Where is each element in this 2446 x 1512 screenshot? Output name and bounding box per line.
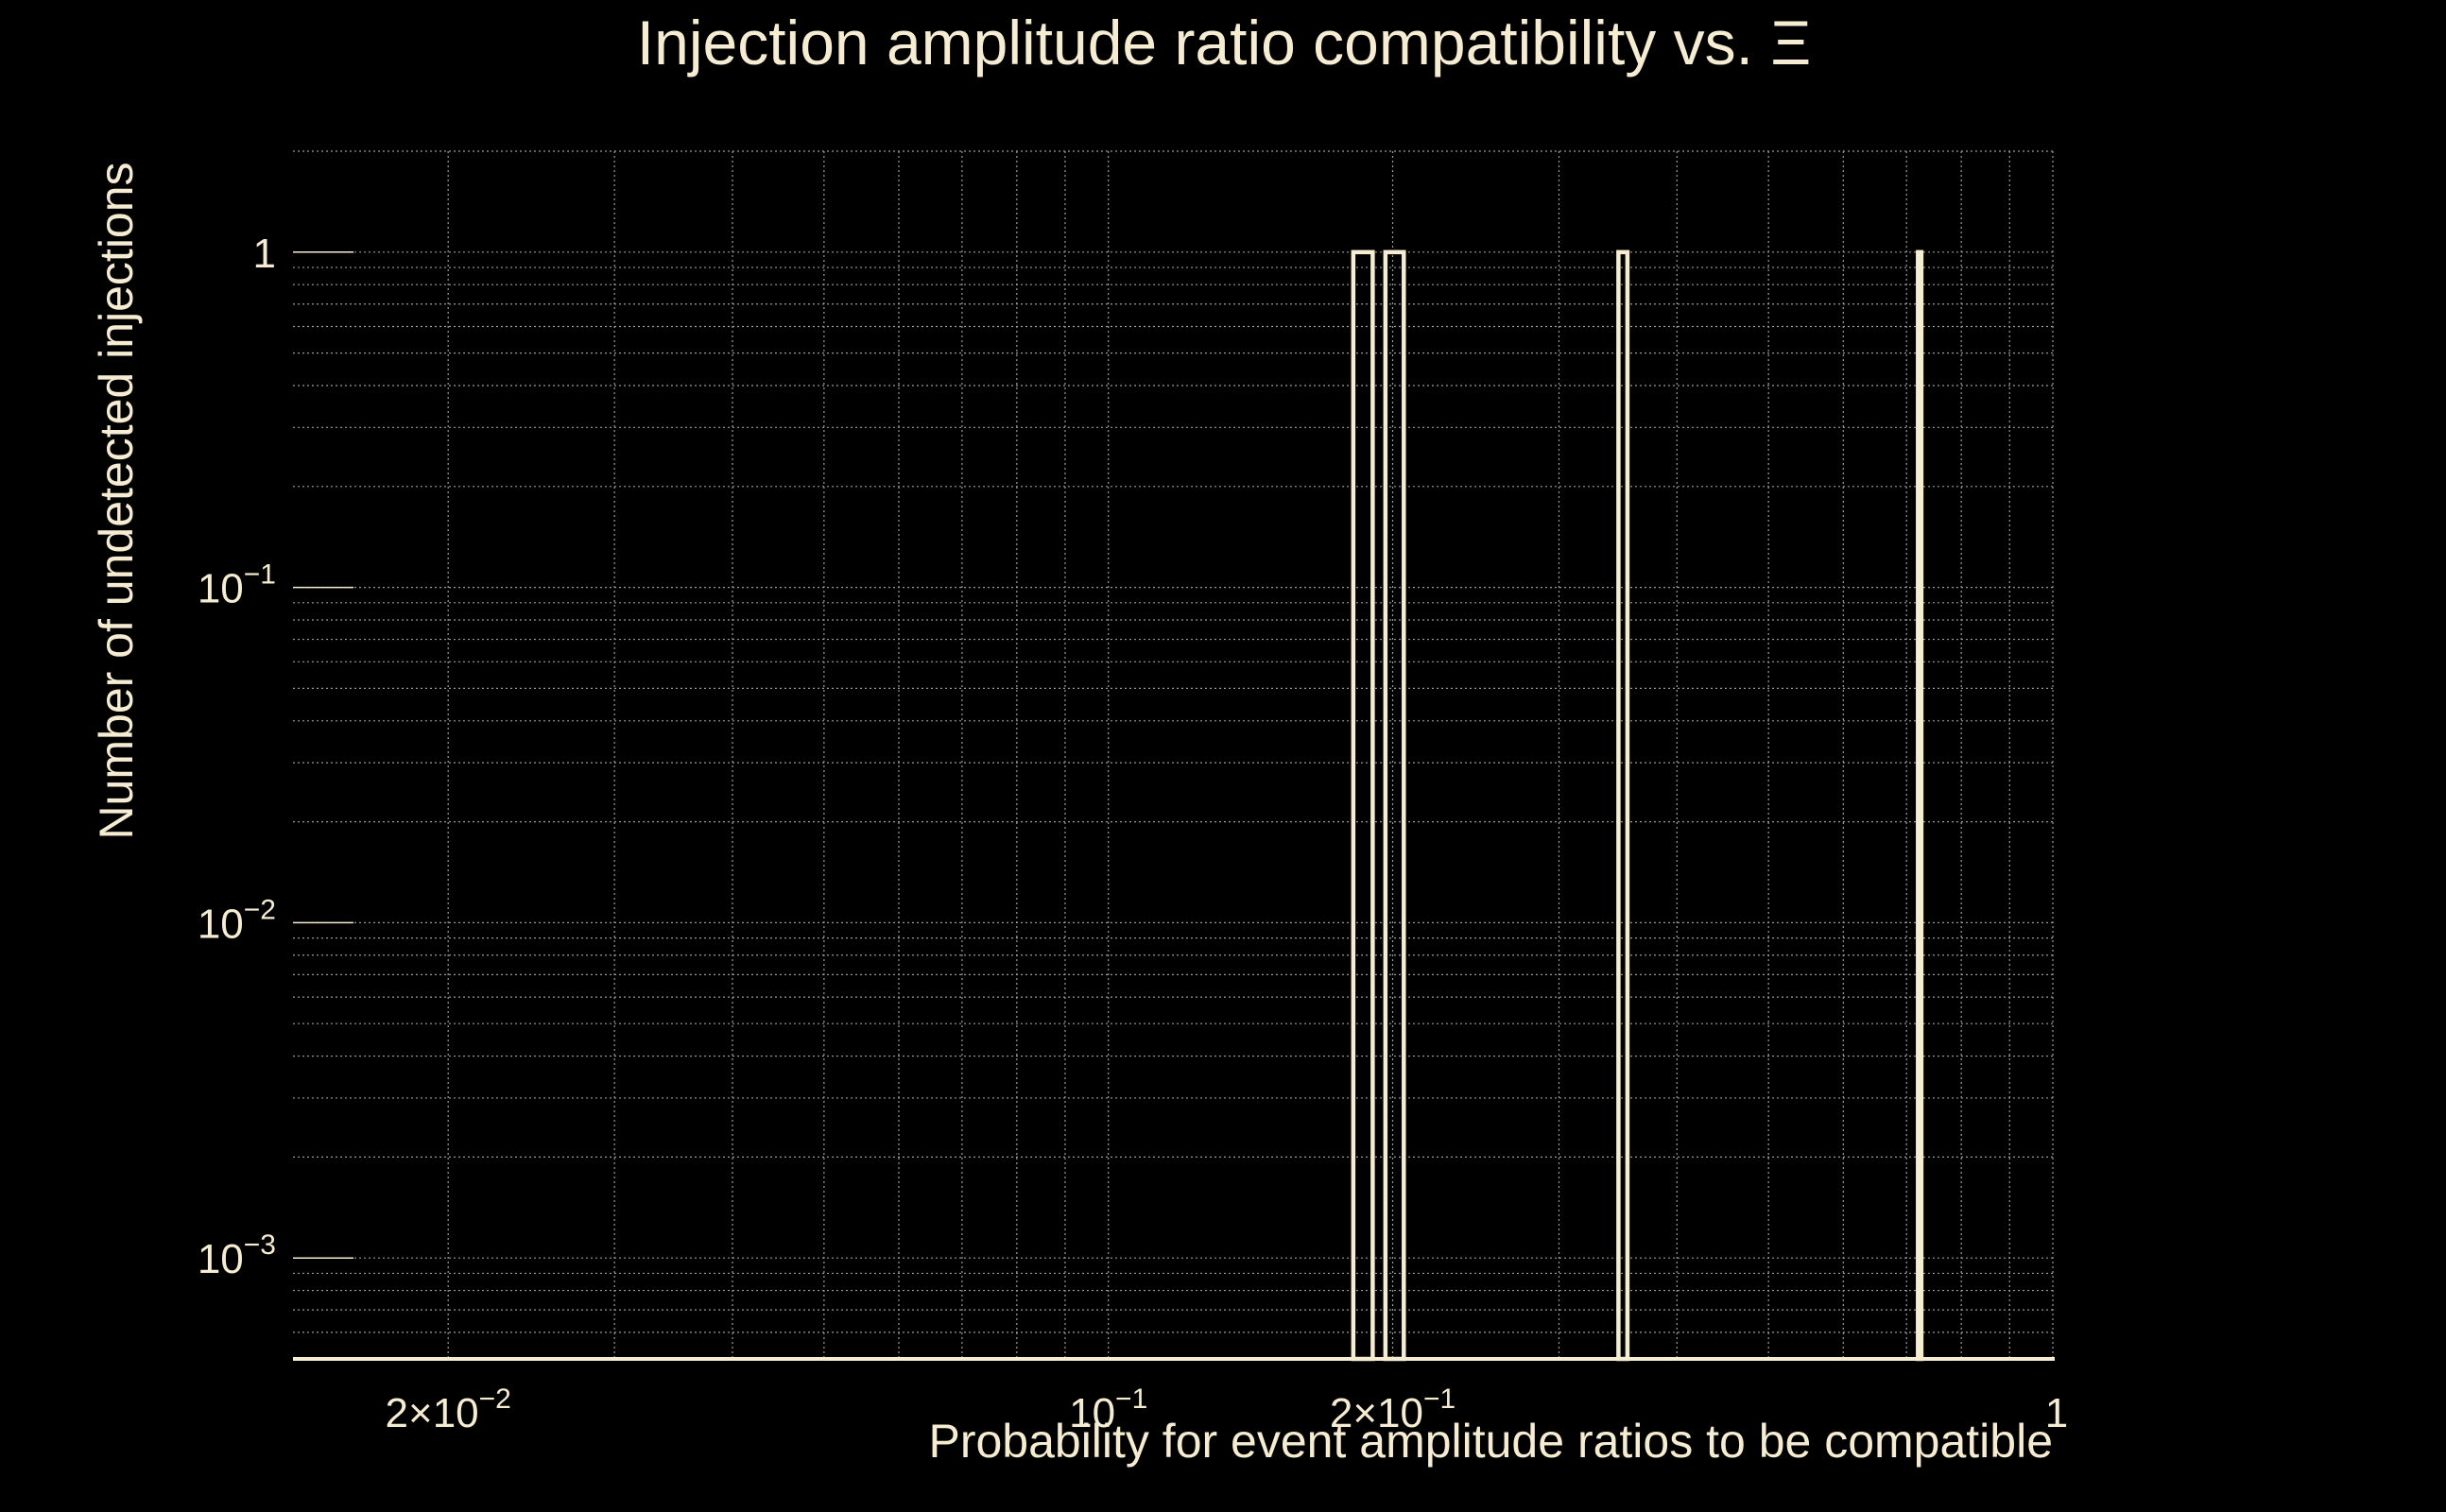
x-tick-label: 10−1 [1069, 1383, 1147, 1436]
x-tick-label: 1 [2045, 1390, 2068, 1436]
histogram-bar [1916, 249, 1924, 1362]
x-tick-label: 2×10−2 [386, 1383, 511, 1436]
x-axis-label: Probability for event amplitude ratios t… [928, 1415, 2053, 1468]
y-axis-label: Number of undetected injections [90, 162, 143, 839]
grid-lines [293, 150, 2054, 1360]
y-tick-label: 10−2 [198, 894, 276, 947]
y-tick-label: 10−1 [198, 559, 276, 612]
chart-title: Injection amplitude ratio compatibility … [637, 8, 1811, 77]
tick-labels: 2×10−2 10−1 2×10−1 1 1 10−1 10−2 10−3 [198, 231, 2068, 1436]
y-tick-label: 10−3 [198, 1229, 276, 1282]
x-tick-label: 2×10−1 [1330, 1383, 1456, 1436]
y-tick-label: 1 [253, 231, 276, 277]
